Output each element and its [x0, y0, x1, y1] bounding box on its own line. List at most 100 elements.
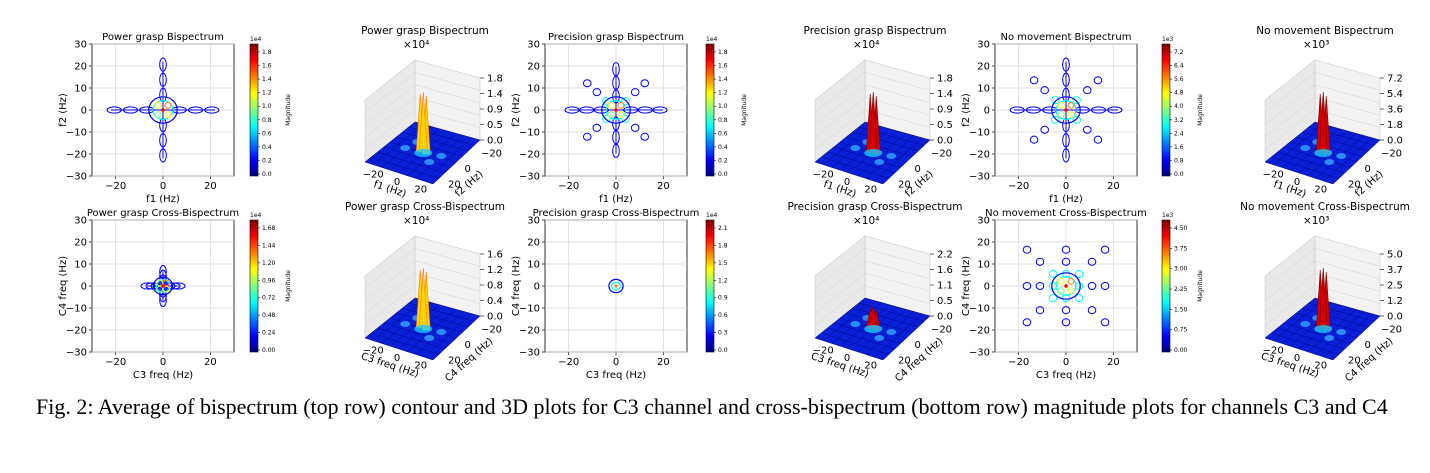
z-tick-label: 1.4 — [487, 89, 503, 100]
grid-line — [1264, 260, 1381, 301]
grid-line — [364, 285, 481, 326]
panel-title: No movement Cross-Bispectrum — [1240, 201, 1410, 213]
contour-line — [1055, 276, 1077, 296]
mesh-line — [1324, 313, 1373, 358]
grid-line — [364, 96, 481, 138]
y-tick-label: 10 — [977, 84, 990, 95]
z-tick-label: 0.0 — [937, 136, 953, 147]
contour-line — [607, 102, 615, 109]
colorbar-tick-label: 0.6 — [718, 130, 728, 137]
contour-line — [1074, 294, 1084, 303]
surface-panel-5: No movement Bispectrum ×10³ 0.0 1.8 3.6 5.4 7.… — [1256, 25, 1403, 200]
contour-line — [162, 285, 170, 293]
colorbar-exponent: 1e4 — [250, 36, 262, 43]
y-tick-label: 10 — [527, 84, 540, 95]
grid-line — [364, 109, 481, 150]
figure-caption: Fig. 2: Average of bispectrum (top row) … — [36, 392, 1416, 422]
x-axis-label: f1 (Hz) — [599, 194, 633, 205]
surface-panel-1: Power grasp Bispectrum ×10⁴ 0.0 0.5 0.9 1.4 1.… — [361, 25, 503, 200]
panel-title: No movement Bispectrum — [1256, 25, 1394, 37]
mesh-line — [1302, 131, 1369, 152]
colorbar-tick-label: 1.2 — [262, 90, 272, 97]
colorbar-label: Magnitude — [285, 94, 292, 126]
x-tick-label: 0 — [613, 357, 619, 368]
x-tick-label: 0 — [613, 181, 619, 192]
y-axis-label: C4 freq (Hz) — [511, 256, 522, 316]
y-tick-label: −20 — [519, 150, 540, 161]
panel-title: Precision grasp Cross-Bispectrum — [787, 201, 962, 213]
panel-title: Precision grasp Cross-Bispectrum — [533, 208, 700, 219]
contour-line — [617, 111, 625, 118]
z-multiplier: ×10⁴ — [853, 215, 879, 227]
colorbar-tick-label: 0.9 — [718, 295, 728, 302]
z-tick-label: 0.0 — [1387, 312, 1403, 323]
x-tick-label: 20 — [657, 181, 670, 192]
y-tick-label: −20 — [1381, 149, 1402, 160]
colorbar — [1161, 219, 1171, 353]
grid-line — [1264, 285, 1381, 326]
y-tick-label: 20 — [448, 179, 461, 190]
y-tick-label: −10 — [969, 128, 990, 139]
surface-panel-9: Precision grasp Cross-Bispectrum ×10⁴ 0.0 0… — [787, 201, 962, 384]
contour-line — [1051, 272, 1081, 300]
z-tick-label: 0.4 — [487, 296, 503, 307]
x-tick-label: 20 — [204, 357, 217, 368]
colorbar-tick-label: 0.0 — [1174, 171, 1184, 178]
contour-line — [164, 102, 172, 109]
x-tick-label: 0 — [394, 177, 400, 188]
x-tick-label: 0 — [1294, 353, 1300, 364]
y-tick-label: −20 — [66, 326, 87, 337]
x-tick-label: 0 — [1294, 177, 1300, 188]
contour-line — [1029, 135, 1039, 144]
z-tick-label: 1.8 — [1387, 120, 1403, 131]
panel-title: No movement Bispectrum — [1001, 32, 1132, 43]
panel-title: No movement Cross-Bispectrum — [985, 208, 1147, 219]
surface-base — [414, 325, 433, 333]
z-tick-label: 1.8 — [937, 74, 953, 85]
contour-line — [617, 102, 625, 109]
y-axis-label: f2 (Hz) — [58, 93, 69, 127]
contour-panel-8: Precision grasp Cross-Bispectrum −20 0 20 −3… — [511, 208, 728, 381]
contour-line — [1048, 269, 1058, 278]
mesh-line — [1302, 307, 1369, 328]
x-tick-label: 20 — [864, 185, 877, 196]
colorbar-tick-label: 1.0 — [262, 103, 272, 110]
z-multiplier: ×10³ — [1303, 215, 1329, 227]
contour-line — [1061, 257, 1071, 266]
mesh-line — [846, 312, 913, 333]
contour-panel-10: No movement Cross-Bispectrum −20 0 20 −30 −20… — [961, 208, 1204, 381]
colorbar-tick-label: 1.6 — [262, 63, 272, 70]
colorbar-tick-label: 1.4 — [262, 76, 272, 83]
z-tick-label: 0.8 — [487, 281, 503, 292]
contour-line — [1072, 115, 1081, 124]
grid-line — [814, 96, 931, 138]
colorbar-tick-label: 4.0 — [1174, 103, 1184, 110]
y-tick-label: 30 — [527, 40, 540, 51]
contour-line — [608, 278, 624, 294]
z-multiplier: ×10³ — [1303, 39, 1329, 51]
grid-line — [364, 72, 481, 113]
contour-line — [1051, 96, 1060, 105]
contour-line — [152, 100, 174, 120]
z-tick-label: 3.7 — [1387, 265, 1403, 276]
x-axis-label: C3 freq (Hz) — [809, 351, 870, 380]
surface-bump — [1324, 335, 1335, 341]
y-axis-label: C4 freq (Hz) — [961, 256, 972, 316]
surface-bump — [1300, 321, 1311, 327]
z-multiplier: ×10⁴ — [403, 39, 429, 51]
mesh-line — [852, 131, 919, 152]
contour-line — [1040, 86, 1049, 95]
contour-line — [1074, 281, 1084, 291]
surface-bump — [1336, 329, 1347, 335]
y-tick-label: 0 — [1365, 164, 1371, 175]
surface-bump — [850, 321, 861, 327]
colorbar-tick-label: 1.6 — [718, 63, 728, 70]
x-axis-label: f1 (Hz) — [146, 194, 180, 205]
z-tick-label: 1.1 — [937, 281, 953, 292]
grid-line — [1264, 248, 1381, 289]
colorbar-tick-label: 1.68 — [262, 225, 276, 232]
colorbar-tick-label: 1.50 — [1174, 306, 1188, 313]
y-tick-label: 0 — [984, 282, 990, 293]
surface-bump — [424, 335, 435, 341]
y-tick-label: −30 — [66, 348, 87, 359]
